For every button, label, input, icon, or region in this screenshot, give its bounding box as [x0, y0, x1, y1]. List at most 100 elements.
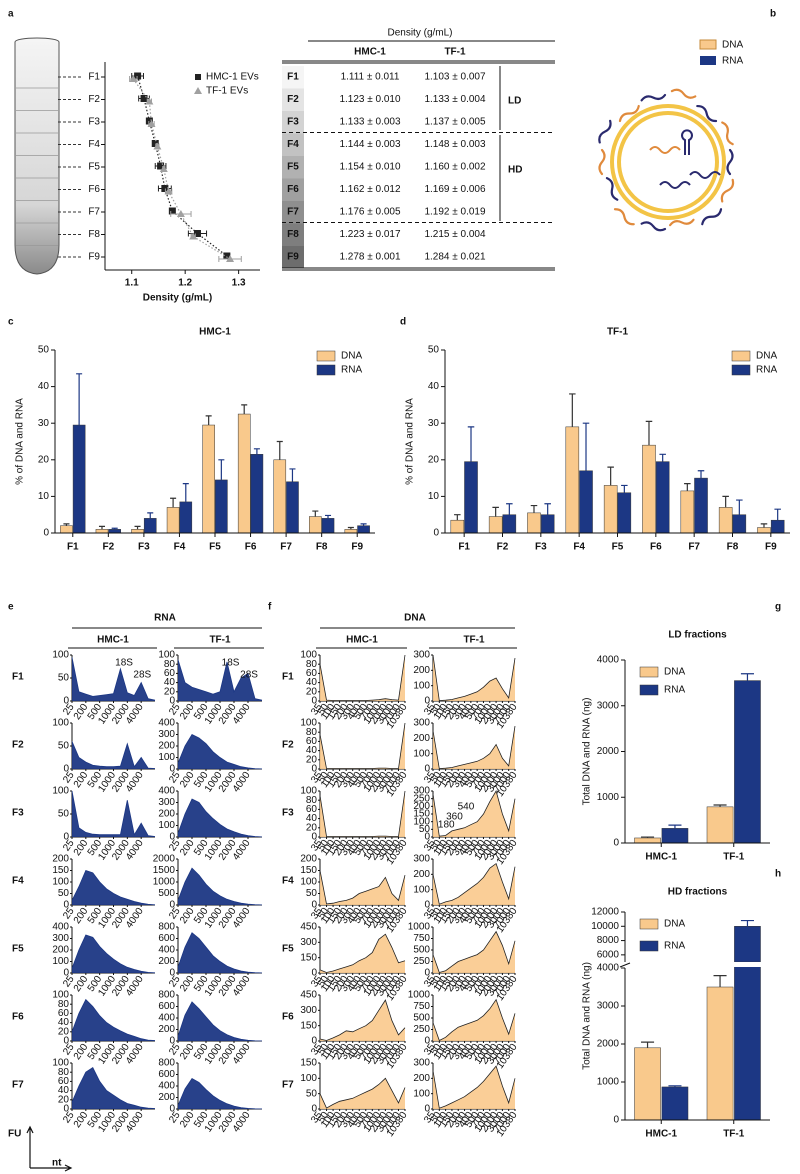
trace-line — [319, 790, 406, 837]
marker — [159, 165, 168, 172]
table-cell: 1.192 ± 0.019 — [424, 207, 486, 218]
column-header: HMC-1 — [346, 635, 378, 646]
table-cell: 1.176 ± 0.005 — [339, 207, 401, 218]
error-bar — [774, 508, 781, 521]
y-tick-label: 0 — [63, 900, 69, 911]
column-header: TF-1 — [463, 635, 485, 646]
panel-label: f — [268, 602, 272, 613]
y-tick-label: 750 — [413, 1001, 430, 1012]
strand — [598, 148, 606, 176]
y-tick-label: 0 — [613, 838, 619, 849]
legend-swatch — [700, 56, 716, 65]
y-tick-label: 150 — [300, 865, 317, 876]
legend-swatch — [699, 39, 717, 50]
fraction-label: F8 — [88, 229, 100, 240]
trace-line — [432, 789, 516, 837]
panel-label: e — [8, 602, 14, 613]
bar — [734, 926, 761, 962]
trace-line — [177, 1001, 263, 1042]
y-tick-label: 200 — [413, 665, 430, 676]
y-tick-label: 0 — [433, 528, 439, 539]
trace-area — [433, 1066, 515, 1109]
row-label: F3 — [287, 117, 299, 128]
x-tick-label: TF-1 — [723, 1129, 745, 1140]
bar — [108, 529, 121, 533]
y-tick-label: 400 — [52, 922, 69, 933]
bar — [634, 1047, 661, 1120]
y-tick-label: 80 — [306, 659, 318, 670]
y-tick-label: 100 — [158, 650, 175, 661]
peak-annotation: 360 — [446, 812, 463, 823]
x-tick-label: HMC-1 — [645, 1129, 677, 1140]
trace-line — [432, 998, 516, 1042]
x-tick-label: F5 — [209, 542, 221, 553]
y-tick-label: 40 — [58, 1085, 70, 1096]
trend-line — [132, 78, 231, 260]
bar — [540, 514, 555, 533]
x-tick-label: F9 — [351, 542, 363, 553]
trace-line — [177, 798, 263, 838]
error-bar — [63, 523, 70, 526]
marker — [223, 252, 231, 260]
trace-area — [433, 726, 515, 769]
bar — [488, 516, 503, 533]
trend-line — [137, 75, 228, 257]
y-axis-label: Total DNA and RNA (ng) — [582, 962, 593, 1070]
y-tick-label: 50 — [419, 824, 431, 835]
bar — [680, 490, 695, 533]
y-tick-label: 50 — [58, 741, 70, 752]
row-label: F2 — [287, 94, 299, 105]
table-cell: 1.284 ± 0.021 — [424, 252, 486, 263]
legend-marker — [195, 74, 201, 80]
trace-area — [72, 870, 155, 905]
row-label: F7 — [282, 1080, 294, 1091]
chart-title: HD fractions — [668, 887, 728, 898]
y-tick-label: 300 — [158, 797, 175, 808]
table-cell: 1.123 ± 0.010 — [339, 94, 401, 105]
strand — [668, 218, 695, 227]
y-tick-label: 100 — [300, 786, 317, 797]
row-label: F2 — [282, 740, 294, 751]
y-tick-label: 100 — [413, 680, 430, 691]
x-tick-label: 1.3 — [232, 278, 246, 289]
trace-area — [178, 1001, 262, 1041]
y-tick-label: 10000 — [591, 921, 619, 932]
y-tick-label: 0 — [63, 1104, 69, 1115]
marker — [151, 140, 159, 147]
table-cell: 1.144 ± 0.003 — [339, 139, 401, 150]
y-tick-label: 30 — [38, 418, 50, 429]
y-tick-label: 0 — [169, 1104, 175, 1115]
bar — [237, 413, 251, 533]
bar — [734, 680, 761, 843]
peak-annotation: 28S — [133, 670, 151, 681]
trace-line — [432, 654, 516, 702]
y-tick-label: 80 — [58, 999, 70, 1010]
row-label: F9 — [287, 252, 299, 263]
trace-line — [71, 870, 156, 906]
y-tick-label: 100 — [413, 884, 430, 895]
bar — [617, 492, 632, 533]
axis-label: FU — [8, 1129, 21, 1140]
y-tick-label: 400 — [158, 786, 175, 797]
error-bar — [697, 470, 705, 479]
trace-line — [71, 790, 156, 837]
trace-area — [72, 741, 155, 769]
y-tick-label: 100 — [52, 718, 69, 729]
y-tick-label: 450 — [300, 990, 317, 1001]
y-tick-label: 50 — [306, 888, 318, 899]
axis-break — [619, 962, 631, 968]
y-axis-label: % of DNA and RNA — [405, 398, 416, 485]
y-tick-label: 0 — [424, 1104, 430, 1115]
bar — [718, 507, 733, 533]
legend-marker — [194, 87, 202, 94]
bar — [734, 967, 761, 1120]
y-tick-label: 250 — [413, 1024, 430, 1035]
legend-label: DNA — [664, 919, 685, 930]
bar — [72, 424, 86, 533]
table-cell: 1.133 ± 0.004 — [424, 94, 486, 105]
y-tick-label: 150 — [52, 865, 69, 876]
y-tick-label: 0 — [424, 900, 430, 911]
row-label: F3 — [282, 808, 294, 819]
y-tick-label: 1000 — [597, 792, 620, 803]
